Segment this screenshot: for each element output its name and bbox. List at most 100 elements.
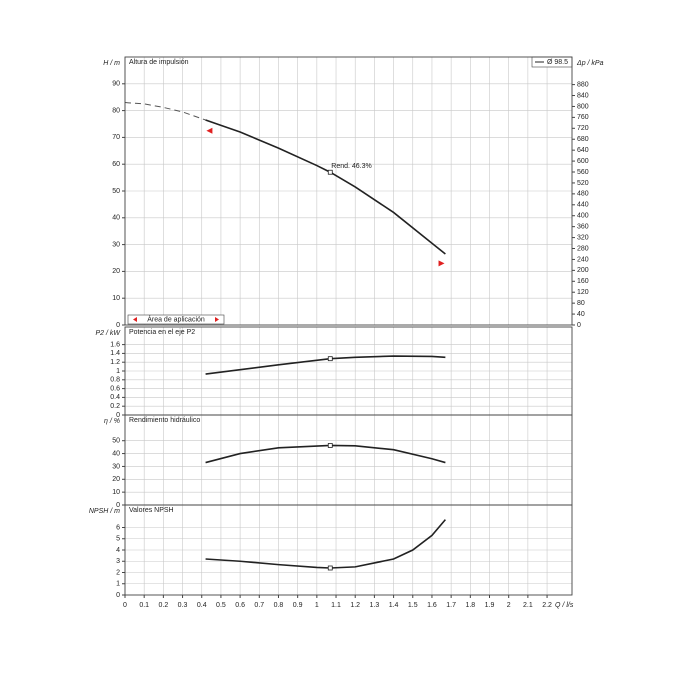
curve [205, 444, 446, 464]
curve [205, 119, 446, 255]
annotation-arrow [215, 317, 219, 322]
y-tick-label: 0.8 [110, 377, 120, 384]
y-tick-label: 40 [112, 450, 120, 457]
y2-tick-label: 80 [577, 300, 585, 307]
y-tick-label: 30 [112, 463, 120, 470]
x-tick-label: 1.7 [446, 602, 456, 609]
y2-tick-label: 280 [577, 245, 589, 252]
y2-tick-label: 840 [577, 92, 589, 99]
y-axis-label: η / % [104, 418, 120, 425]
x-tick-label: 1.3 [370, 602, 380, 609]
y-tick-label: 0.4 [110, 394, 120, 401]
x-tick-label: 0.2 [159, 602, 169, 609]
y-tick-label: 20 [112, 476, 120, 483]
x-tick-label: 0.6 [235, 602, 245, 609]
y2-tick-label: 360 [577, 223, 589, 230]
y-tick-label: 0 [116, 502, 120, 509]
y2-tick-label: 0 [577, 322, 581, 329]
y2-tick-label: 480 [577, 191, 589, 198]
x-tick-label: 0.4 [197, 602, 207, 609]
y-tick-label: 90 [112, 81, 120, 88]
x-tick-label: 1.9 [485, 602, 495, 609]
y-tick-label: 20 [112, 268, 120, 275]
application-area: Área de aplicación [127, 314, 225, 325]
curve [205, 519, 446, 569]
plot-frame [124, 504, 573, 596]
y-tick-label: 0 [116, 592, 120, 599]
y2-tick-label: 240 [577, 256, 589, 263]
y-tick-label: 50 [112, 438, 120, 445]
y-tick-label: 10 [112, 295, 120, 302]
y-tick-label: 40 [112, 215, 120, 222]
y-tick-label: 0.6 [110, 385, 120, 392]
y-tick-label: 0.2 [110, 403, 120, 410]
y2-tick-label: 200 [577, 267, 589, 274]
panel-title: Potencia en el eje P2 [129, 329, 195, 336]
y2-tick-label: 800 [577, 103, 589, 110]
x-tick-label: 1.4 [389, 602, 399, 609]
operating-point [327, 169, 333, 175]
y2-tick-label: 600 [577, 158, 589, 165]
y-tick-label: 1 [116, 581, 120, 588]
y-tick-label: 60 [112, 161, 120, 168]
x-tick-label: 1 [315, 602, 319, 609]
y-axis-label: H / m [103, 60, 120, 67]
annotation-arrow [133, 317, 137, 322]
annotation-box [127, 314, 225, 325]
x-tick-label: 2.2 [542, 602, 552, 609]
y-tick-label: 2 [116, 569, 120, 576]
y-tick-label: 0 [116, 412, 120, 419]
y2-tick-label: 560 [577, 169, 589, 176]
x-tick-label: 0.7 [254, 602, 264, 609]
x-tick-label: 0.3 [178, 602, 188, 609]
plot-frame [124, 56, 573, 326]
curve [205, 355, 446, 375]
y2-tick-label: 400 [577, 213, 589, 220]
y2-axis-label: Δp / kPa [576, 60, 604, 67]
y-tick-label: 1.6 [110, 341, 120, 348]
panel-title: Altura de impulsión [129, 59, 189, 66]
y-tick-label: 1.2 [110, 359, 120, 366]
operating-point [327, 356, 333, 362]
panel-title: Valores NPSH [129, 507, 174, 514]
limit-marker [438, 260, 445, 267]
operating-point [327, 443, 333, 448]
x-tick-label: 0.1 [139, 602, 149, 609]
y-tick-label: 6 [116, 524, 120, 531]
y2-tick-label: 720 [577, 125, 589, 132]
x-tick-label: 1.1 [331, 602, 341, 609]
y2-tick-label: 680 [577, 136, 589, 143]
y2-tick-label: 40 [577, 311, 585, 318]
y2-tick-label: 880 [577, 81, 589, 88]
x-tick-label: 1.5 [408, 602, 418, 609]
y-tick-label: 70 [112, 134, 120, 141]
x-tick-label: 1.2 [350, 602, 360, 609]
y2-tick-label: 640 [577, 147, 589, 154]
panel-title: Rendimiento hidráulico [129, 417, 200, 424]
x-tick-label: 0.8 [274, 602, 284, 609]
plot-frame [124, 414, 573, 506]
y-tick-label: 30 [112, 241, 120, 248]
annotation: Área de aplicación [147, 315, 205, 324]
x-tick-label: 0.5 [216, 602, 226, 609]
y-tick-label: 10 [112, 489, 120, 496]
y-tick-label: 1 [116, 368, 120, 375]
y-axis-label: P2 / kW [95, 330, 121, 337]
y-tick-label: 4 [116, 547, 120, 554]
y2-tick-label: 120 [577, 289, 589, 296]
y-axis-label: NPSH / m [89, 508, 120, 515]
x-tick-label: 2 [507, 602, 511, 609]
x-tick-label: 0 [123, 602, 127, 609]
y-tick-label: 50 [112, 188, 120, 195]
x-tick-label: 2.1 [523, 602, 533, 609]
limit-marker [206, 127, 213, 134]
y2-tick-label: 520 [577, 180, 589, 187]
y-tick-label: 5 [116, 536, 120, 543]
operating-point-label: Rend. 46.3% [331, 163, 371, 170]
y-tick-label: 0 [116, 322, 120, 329]
x-axis-label: Q / l/s [555, 602, 574, 609]
y2-tick-label: 440 [577, 202, 589, 209]
operating-point [327, 565, 333, 571]
